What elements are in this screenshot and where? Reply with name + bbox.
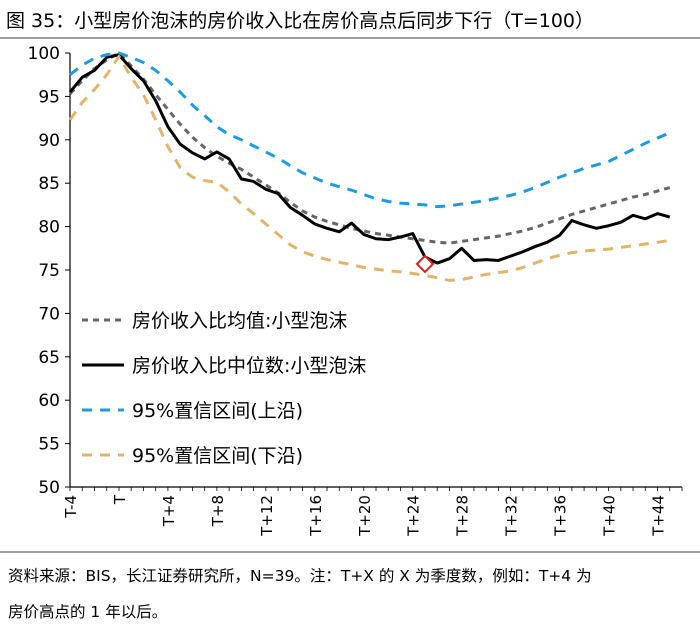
x-tick-label: T+16 bbox=[307, 495, 325, 537]
x-tick-label: T+32 bbox=[503, 495, 521, 537]
y-tick-label: 70 bbox=[38, 304, 60, 324]
x-tick-label: T bbox=[111, 494, 129, 505]
x-tick-label: T+12 bbox=[258, 495, 276, 537]
y-tick-label: 80 bbox=[38, 218, 60, 238]
x-tick-label: T+40 bbox=[601, 495, 619, 537]
line-chart: 50 55 60 65 70 75 80 85 90 95 100 T-4 T T+4 T+8 T+12 T+1… bbox=[28, 44, 683, 537]
x-tick-label: T+4 bbox=[160, 495, 178, 527]
y-tick-label: 75 bbox=[38, 261, 60, 281]
legend-label-4: 95%置信区间(下沿) bbox=[132, 445, 303, 467]
x-tick-label: T+24 bbox=[405, 495, 423, 537]
x-tick-label: T+28 bbox=[454, 495, 472, 537]
series-line-2 bbox=[68, 53, 671, 265]
series-line-4 bbox=[68, 54, 670, 282]
title-rule bbox=[0, 37, 700, 39]
y-tick-label: 65 bbox=[38, 348, 60, 368]
source-note-line-2: 房价高点的 1 年以后。 bbox=[8, 603, 168, 621]
y-tick-label: 50 bbox=[38, 478, 60, 498]
y-tick-label: 85 bbox=[38, 174, 60, 194]
legend-label-2: 房价收入比中位数:小型泡沫 bbox=[132, 355, 366, 377]
series-line-1 bbox=[68, 51, 671, 245]
chart-axes: 50 55 60 65 70 75 80 85 90 95 100 T-4 T T+4 T+8 T+12 T+1… bbox=[28, 44, 683, 537]
figure-title: 图 35：小型房价泡沫的房价收入比在房价高点后同步下行（T=100） bbox=[6, 10, 595, 32]
legend-label-3: 95%置信区间(上沿) bbox=[132, 400, 303, 422]
x-tick-label: T+20 bbox=[356, 495, 374, 537]
y-tick-label: 55 bbox=[38, 435, 60, 455]
legend-label-1: 房价收入比均值:小型泡沫 bbox=[132, 310, 347, 332]
series-line-3 bbox=[69, 51, 671, 209]
y-tick-label: 60 bbox=[38, 391, 60, 411]
y-tick-label: 95 bbox=[38, 87, 60, 107]
chart-series bbox=[68, 51, 671, 282]
source-note-line-1: 资料来源：BIS，长江证券研究所，N=39。注：T+X 的 X 为季度数，例如：… bbox=[8, 567, 592, 585]
note-rule bbox=[0, 551, 700, 553]
low-point-marker bbox=[415, 254, 435, 274]
x-tick-label: T+8 bbox=[209, 495, 227, 527]
x-tick-label: T+44 bbox=[650, 495, 668, 537]
x-tick-label: T+36 bbox=[552, 495, 570, 537]
y-tick-label: 90 bbox=[38, 131, 60, 151]
x-tick-label: T-4 bbox=[62, 495, 80, 519]
y-tick-label: 100 bbox=[28, 44, 60, 64]
